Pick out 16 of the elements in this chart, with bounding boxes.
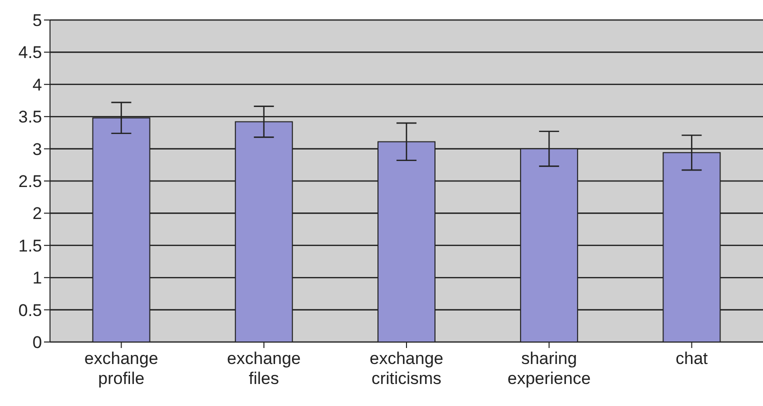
y-tick-label: 4 — [32, 75, 42, 94]
x-tick-label: exchange criticisms — [370, 349, 444, 388]
y-tick-label: 1.5 — [18, 236, 42, 256]
x-tick-label: sharing experience — [508, 349, 591, 388]
y-tick-label: 2 — [32, 204, 42, 224]
y-tick-label: 5 — [32, 11, 42, 30]
y-tick-label: 3.5 — [18, 108, 42, 127]
x-tick-label: exchange profile — [84, 349, 158, 388]
y-tick-label: 4.5 — [18, 43, 42, 62]
y-tick-label: 2.5 — [18, 172, 42, 192]
y-tick-label: 1 — [32, 268, 42, 288]
y-tick-label: 0 — [32, 333, 42, 352]
y-tick-label: 0.5 — [18, 300, 42, 320]
y-tick-label: 3 — [32, 140, 42, 159]
x-tick-label: exchange files — [227, 349, 301, 388]
x-tick-label: chat — [676, 349, 708, 368]
